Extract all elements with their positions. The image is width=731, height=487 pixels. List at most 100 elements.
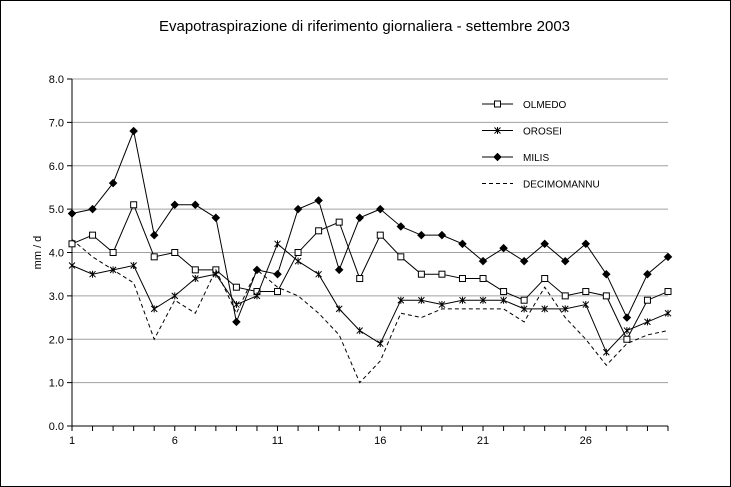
data-point: [315, 270, 322, 278]
data-point: [397, 253, 405, 261]
y-tick-label: 5.0: [49, 204, 64, 216]
data-point: [108, 178, 118, 188]
chart-title: Evapotraspirazione di riferimento giorna…: [158, 18, 571, 35]
data-point: [315, 227, 323, 235]
data-point: [500, 296, 507, 304]
data-point: [191, 266, 199, 274]
data-point: [623, 327, 631, 335]
data-point: [458, 239, 467, 249]
data-point: [376, 340, 384, 348]
data-point: [582, 301, 590, 309]
x-tick-label: 16: [374, 435, 386, 447]
legend-marker: [494, 127, 501, 134]
data-point: [171, 249, 179, 256]
data-point: [418, 296, 425, 304]
data-point: [150, 305, 158, 313]
data-point: [622, 313, 632, 322]
legend-label: OLMEDO: [523, 100, 567, 111]
data-point: [643, 269, 652, 279]
x-tick-label: 6: [172, 435, 178, 447]
data-point: [541, 275, 549, 283]
data-point: [643, 296, 651, 304]
data-point: [561, 305, 569, 313]
data-point: [253, 292, 261, 300]
legend: OLMEDO OROSEI MILIS DECIMOMANNU: [482, 100, 600, 191]
data-point: [581, 239, 591, 249]
data-point: [88, 204, 97, 214]
data-point: [68, 262, 76, 270]
legend-label: DECIMOMANNU: [523, 180, 600, 191]
data-point: [417, 270, 425, 278]
data-point: [438, 270, 446, 278]
data-point: [479, 275, 487, 283]
data-point: [190, 200, 200, 210]
series-line: [71, 239, 669, 384]
series-line: [71, 242, 669, 354]
x-tick-label: 21: [477, 435, 489, 447]
data-point: [520, 305, 528, 313]
data-point: [170, 200, 180, 210]
data-point: [479, 296, 487, 304]
data-point: [438, 301, 446, 309]
data-point: [171, 292, 179, 300]
data-point: [519, 256, 529, 266]
series-orosei: [68, 240, 672, 356]
data-point: [396, 222, 406, 231]
x-tick-label: 11: [272, 435, 283, 447]
y-tick-label: 0.0: [49, 421, 64, 433]
data-point: [520, 296, 528, 304]
x-tick-label: 26: [580, 435, 592, 447]
data-point: [355, 213, 365, 223]
data-point: [623, 335, 631, 343]
data-point: [130, 201, 138, 209]
data-point: [560, 256, 570, 266]
data-point: [499, 243, 508, 253]
data-point: [191, 275, 199, 283]
y-tick-label: 4.0: [49, 248, 64, 260]
data-point: [130, 262, 138, 270]
data-point: [150, 253, 158, 261]
data-point: [109, 249, 117, 256]
data-point: [664, 309, 672, 317]
data-point: [602, 348, 610, 356]
series-olmedo: [68, 201, 672, 343]
data-point: [89, 231, 97, 239]
data-point: [356, 275, 364, 283]
data-point: [314, 196, 323, 205]
data-point: [233, 301, 240, 309]
data-point: [274, 240, 281, 248]
data-point: [478, 256, 488, 266]
data-point: [67, 209, 77, 218]
x-tick-label: 1: [69, 435, 75, 447]
data-point: [149, 230, 159, 240]
data-point: [500, 288, 508, 296]
data-point: [89, 270, 96, 278]
series-line: [71, 129, 669, 324]
data-point: [664, 288, 672, 296]
data-point: [417, 230, 426, 240]
data-point: [232, 283, 240, 291]
data-point: [601, 269, 611, 279]
data-point: [602, 292, 610, 300]
data-point: [582, 288, 590, 296]
legend-label: MILIS: [523, 153, 549, 164]
data-point: [294, 257, 302, 265]
data-point: [540, 239, 550, 249]
data-point: [356, 327, 364, 335]
series-milis: [67, 126, 673, 327]
y-tick-label: 1.0: [49, 378, 64, 390]
data-point: [561, 292, 569, 300]
legend-label: OROSEI: [523, 127, 562, 138]
data-point: [397, 296, 405, 304]
data-point: [663, 252, 673, 262]
data-point: [437, 230, 447, 240]
data-point: [458, 275, 466, 283]
y-tick-label: 8.0: [49, 74, 64, 86]
data-point: [232, 317, 241, 327]
data-point: [541, 305, 549, 313]
data-point: [212, 270, 220, 278]
data-point: [129, 126, 139, 136]
data-point: [68, 240, 76, 248]
